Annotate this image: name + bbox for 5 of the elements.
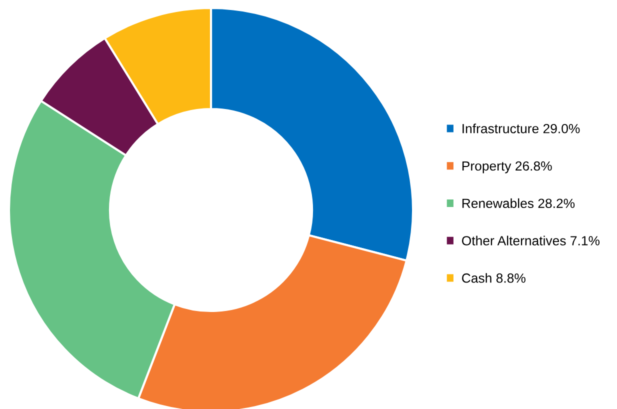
- legend-label: Renewables 28.2%: [462, 198, 575, 208]
- legend-label: Cash 8.8%: [462, 273, 526, 283]
- legend-label: Other Alternatives 7.1%: [462, 236, 600, 246]
- legend-label: Infrastructure 29.0%: [462, 124, 580, 134]
- legend-label: Property 26.8%: [462, 161, 552, 174]
